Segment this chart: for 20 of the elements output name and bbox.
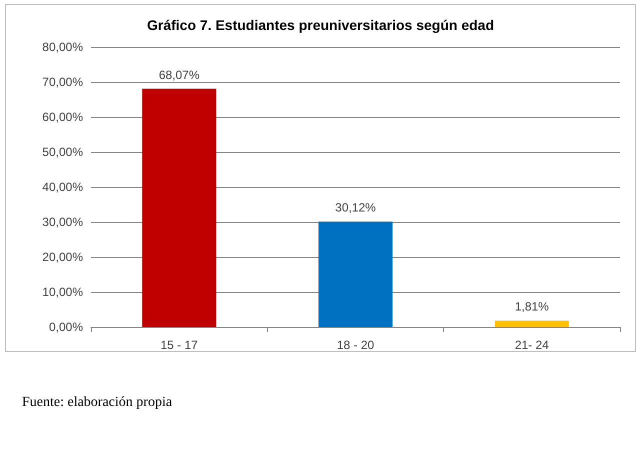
data-label: 30,12% [335, 200, 376, 215]
y-tick-label: 20,00% [42, 250, 84, 264]
data-label: 1,81% [514, 300, 550, 314]
bar [318, 222, 393, 327]
x-tick-label: 15 - 17 [160, 338, 198, 352]
source-note: Fuente: elaboración propia [22, 395, 172, 411]
bar [494, 320, 569, 327]
y-tick-label: 40,00% [42, 180, 84, 194]
y-tick-label: 30,00% [42, 215, 84, 229]
y-tick-label: 70,00% [42, 75, 84, 89]
bar [142, 88, 216, 327]
y-tick-label: 60,00% [42, 110, 84, 124]
chart-title: Gráfico 7. Estudiantes preuniversitarios según edad [147, 17, 494, 33]
y-tick-label: 50,00% [42, 145, 84, 159]
y-tick-label: 0,00% [48, 320, 84, 334]
y-tick-label: 10,00% [42, 285, 84, 299]
x-tick-label: 18 - 20 [336, 338, 375, 352]
y-tick-label: 80,00% [42, 40, 84, 54]
data-label: 68,07% [158, 68, 200, 82]
x-tick-label: 21- 24 [514, 338, 550, 352]
